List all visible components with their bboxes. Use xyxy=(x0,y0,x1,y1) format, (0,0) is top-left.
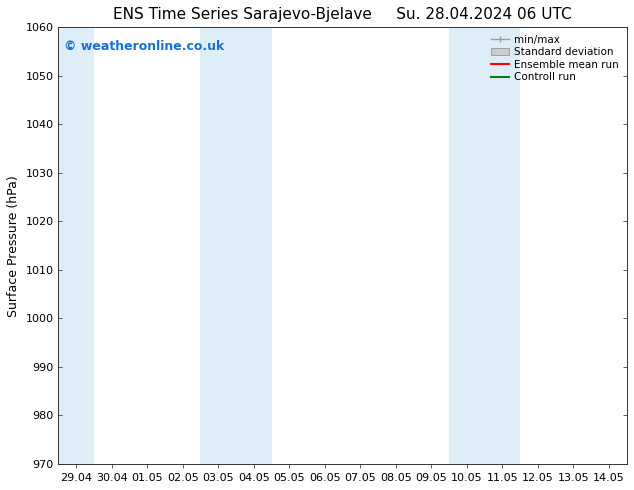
Title: ENS Time Series Sarajevo-Bjelave     Su. 28.04.2024 06 UTC: ENS Time Series Sarajevo-Bjelave Su. 28.… xyxy=(113,7,572,22)
Y-axis label: Surface Pressure (hPa): Surface Pressure (hPa) xyxy=(7,175,20,317)
Bar xyxy=(58,27,94,464)
Bar xyxy=(200,27,271,464)
Bar xyxy=(449,27,520,464)
Legend: min/max, Standard deviation, Ensemble mean run, Controll run: min/max, Standard deviation, Ensemble me… xyxy=(488,32,621,84)
Text: © weatheronline.co.uk: © weatheronline.co.uk xyxy=(64,40,224,53)
